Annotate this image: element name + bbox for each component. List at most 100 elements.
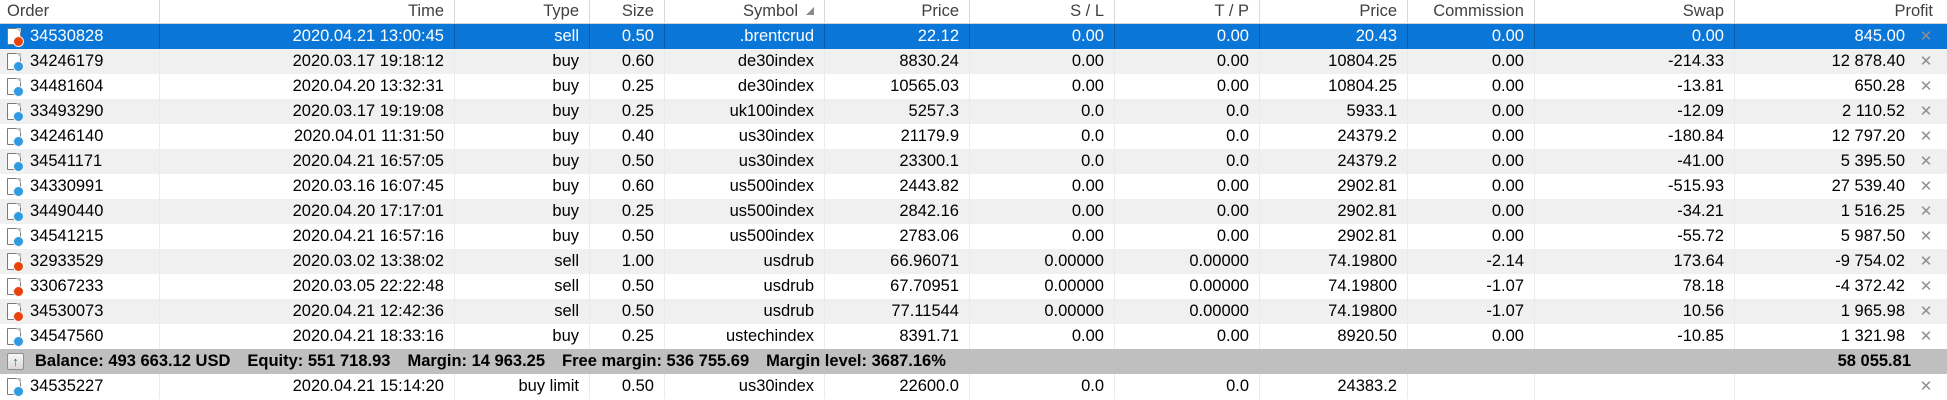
order-row[interactable]: 32933529 2020.03.02 13:38:02 sell 1.00 u… xyxy=(0,249,1947,274)
close-order-button[interactable]: ✕ xyxy=(1919,378,1933,395)
symbol-cell: .brentcrud xyxy=(665,24,825,49)
commission-cell: 0.00 xyxy=(1408,99,1535,124)
swap-cell: -41.00 xyxy=(1535,149,1735,174)
swap-cell: -12.09 xyxy=(1535,99,1735,124)
close-order-button[interactable]: ✕ xyxy=(1919,53,1933,70)
order-cell: 33067233 xyxy=(0,274,160,299)
order-row[interactable]: 34530073 2020.04.21 12:42:36 sell 0.50 u… xyxy=(0,299,1947,324)
current-price-cell: 10804.25 xyxy=(1260,49,1408,74)
sl-cell: 0.00 xyxy=(970,324,1115,349)
open-price-cell: 8391.71 xyxy=(825,324,970,349)
profit-value: 845.00 xyxy=(1854,27,1905,45)
column-header-commission[interactable]: Commission xyxy=(1408,0,1535,23)
deposit-icon: ↑ xyxy=(7,353,24,370)
order-doc-icon xyxy=(7,78,24,97)
close-order-button[interactable]: ✕ xyxy=(1919,78,1933,95)
close-order-button[interactable]: ✕ xyxy=(1919,203,1933,220)
swap-cell: -55.72 xyxy=(1535,224,1735,249)
column-header-profit[interactable]: Profit xyxy=(1894,2,1933,20)
order-cell: 34535227 xyxy=(0,374,160,399)
sort-ascending-icon xyxy=(806,7,814,15)
pending-orders-list: 34535227 2020.04.21 15:14:20 buy limit 0… xyxy=(0,374,1947,399)
order-row[interactable]: 34541171 2020.04.21 16:57:05 buy 0.50 us… xyxy=(0,149,1947,174)
table-header-row: Order Time Type Size Symbol Price S / L … xyxy=(0,0,1947,24)
close-order-button[interactable]: ✕ xyxy=(1919,303,1933,320)
swap-cell: -34.21 xyxy=(1535,199,1735,224)
order-row[interactable]: 34481604 2020.04.20 13:32:31 buy 0.25 de… xyxy=(0,74,1947,99)
close-order-button[interactable]: ✕ xyxy=(1919,103,1933,120)
current-price-cell: 10804.25 xyxy=(1260,74,1408,99)
profit-value: 5 395.50 xyxy=(1840,152,1905,170)
time-cell: 2020.03.05 22:22:48 xyxy=(160,274,455,299)
type-cell: sell xyxy=(455,274,590,299)
column-header-sl[interactable]: S / L xyxy=(970,0,1115,23)
order-row[interactable]: 34246140 2020.04.01 11:31:50 buy 0.40 us… xyxy=(0,124,1947,149)
order-row[interactable]: 33493290 2020.03.17 19:19:08 buy 0.25 uk… xyxy=(0,99,1947,124)
close-order-button[interactable]: ✕ xyxy=(1919,28,1933,45)
symbol-cell: us30index xyxy=(665,124,825,149)
swap-cell: 10.56 xyxy=(1535,299,1735,324)
profit-value: -9 754.02 xyxy=(1835,252,1905,270)
order-cell: 34541215 xyxy=(0,224,160,249)
order-cell: 34330991 xyxy=(0,174,160,199)
symbol-cell: de30index xyxy=(665,74,825,99)
column-header-time[interactable]: Time xyxy=(160,0,455,23)
order-row[interactable]: 34490440 2020.04.20 17:17:01 buy 0.25 us… xyxy=(0,199,1947,224)
order-row[interactable]: 34530828 2020.04.21 13:00:45 sell 0.50 .… xyxy=(0,24,1947,49)
column-header-order[interactable]: Order xyxy=(0,0,160,23)
close-order-button[interactable]: ✕ xyxy=(1919,253,1933,270)
order-row[interactable]: 34535227 2020.04.21 15:14:20 buy limit 0… xyxy=(0,374,1947,399)
order-row[interactable]: 33067233 2020.03.05 22:22:48 sell 0.50 u… xyxy=(0,274,1947,299)
commission-cell: -2.14 xyxy=(1408,249,1535,274)
size-cell: 0.50 xyxy=(590,274,665,299)
tp-cell: 0.00 xyxy=(1115,74,1260,99)
sl-cell: 0.0 xyxy=(970,124,1115,149)
tp-cell: 0.00 xyxy=(1115,199,1260,224)
open-price-cell: 10565.03 xyxy=(825,74,970,99)
column-header-swap[interactable]: Swap xyxy=(1535,0,1735,23)
profit-value: 27 539.40 xyxy=(1831,177,1905,195)
order-row[interactable]: 34547560 2020.04.21 18:33:16 buy 0.25 us… xyxy=(0,324,1947,349)
profit-cell: 845.00 ✕ xyxy=(1735,24,1947,49)
commission-cell: 0.00 xyxy=(1408,149,1535,174)
close-order-button[interactable]: ✕ xyxy=(1919,228,1933,245)
close-order-button[interactable]: ✕ xyxy=(1919,128,1933,145)
order-row[interactable]: 34330991 2020.03.16 16:07:45 buy 0.60 us… xyxy=(0,174,1947,199)
order-number: 33493290 xyxy=(30,102,104,120)
time-cell: 2020.04.21 12:42:36 xyxy=(160,299,455,324)
column-header-tp[interactable]: T / P xyxy=(1115,0,1260,23)
commission-cell: 0.00 xyxy=(1408,74,1535,99)
order-cell: 34541171 xyxy=(0,149,160,174)
order-cell: 34490440 xyxy=(0,199,160,224)
close-order-button[interactable]: ✕ xyxy=(1919,153,1933,170)
order-cell: 34530073 xyxy=(0,299,160,324)
close-order-button[interactable]: ✕ xyxy=(1919,328,1933,345)
order-row[interactable]: 34541215 2020.04.21 16:57:16 buy 0.50 us… xyxy=(0,224,1947,249)
close-order-button[interactable]: ✕ xyxy=(1919,178,1933,195)
order-doc-icon xyxy=(7,253,24,272)
sl-cell: 0.00 xyxy=(970,24,1115,49)
type-cell: buy xyxy=(455,174,590,199)
current-price-cell: 74.19800 xyxy=(1260,299,1408,324)
symbol-cell: usdrub xyxy=(665,249,825,274)
close-order-button[interactable]: ✕ xyxy=(1919,278,1933,295)
order-cell: 34547560 xyxy=(0,324,160,349)
column-header-type[interactable]: Type xyxy=(455,0,590,23)
column-header-size[interactable]: Size xyxy=(590,0,665,23)
column-header-price-open[interactable]: Price xyxy=(825,0,970,23)
open-price-cell: 5257.3 xyxy=(825,99,970,124)
profit-value: 5 987.50 xyxy=(1840,227,1905,245)
open-price-cell: 22.12 xyxy=(825,24,970,49)
column-header-symbol[interactable]: Symbol xyxy=(665,0,825,23)
swap-cell: 0.00 xyxy=(1535,24,1735,49)
order-row[interactable]: 34246179 2020.03.17 19:18:12 buy 0.60 de… xyxy=(0,49,1947,74)
account-summary-row: ↑ Balance: 493 663.12 USD Equity: 551 71… xyxy=(0,349,1947,374)
symbol-cell: us500index xyxy=(665,199,825,224)
time-cell: 2020.03.17 19:18:12 xyxy=(160,49,455,74)
column-header-price-current[interactable]: Price xyxy=(1260,0,1408,23)
open-positions-list: 34530828 2020.04.21 13:00:45 sell 0.50 .… xyxy=(0,24,1947,349)
size-cell: 0.25 xyxy=(590,99,665,124)
time-cell: 2020.04.21 15:14:20 xyxy=(160,374,455,399)
sl-cell: 0.0 xyxy=(970,149,1115,174)
